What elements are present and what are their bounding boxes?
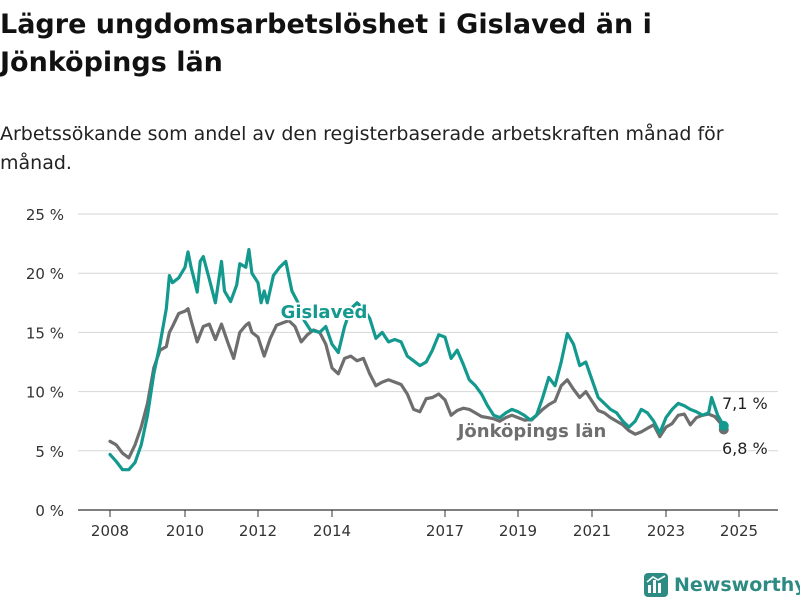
- x-tick-label: 2010: [166, 522, 204, 540]
- x-tick-label: 2017: [426, 522, 464, 540]
- y-tick-label: 20 %: [26, 265, 64, 283]
- x-tick-label: 2014: [313, 522, 351, 540]
- end-dot-gislaved: [718, 420, 729, 431]
- chart-subtitle: Arbetssökande som andel av den registerb…: [0, 123, 724, 174]
- series-label-jonkoping: Jönköpings län: [456, 421, 607, 442]
- end-label-gislaved: 7,1 %: [722, 394, 768, 413]
- y-tick-label: 10 %: [26, 384, 64, 402]
- y-tick-label: 5 %: [35, 443, 64, 461]
- chart-title: Lägre ungdomsarbetslöshet i Gislaved än …: [0, 9, 652, 78]
- x-tick-label: 2023: [647, 522, 685, 540]
- series-line-jonkoping: [108, 307, 726, 460]
- y-tick-label: 15 %: [26, 324, 64, 342]
- x-tick-label: 2021: [573, 522, 611, 540]
- x-tick-label: 2012: [239, 522, 277, 540]
- newsworthy-logo-icon: [644, 573, 668, 597]
- series-labels: Gislaved Jönköpings län 7,1 % 6,8 %: [279, 300, 770, 460]
- series-lines: [108, 247, 729, 472]
- series-label-gislaved: Gislaved: [281, 302, 368, 323]
- y-tick-label: 0 %: [35, 502, 64, 520]
- x-axis-ticks: 2008 2010 2012 2014 2017 2019 2021 2023 2025: [91, 510, 758, 540]
- x-tick-label: 2025: [720, 522, 758, 540]
- series-line-gislaved: [108, 247, 726, 472]
- y-axis-ticks: 0 % 5 % 10 % 15 % 20 % 25 %: [26, 206, 64, 520]
- brand-name: Newsworthy: [674, 574, 800, 596]
- x-tick-label: 2019: [499, 522, 537, 540]
- y-tick-label: 25 %: [26, 206, 64, 224]
- newsworthy-brand: Newsworthy: [644, 570, 800, 600]
- end-label-jonkoping: 6,8 %: [722, 439, 768, 458]
- x-tick-label: 2008: [91, 522, 129, 540]
